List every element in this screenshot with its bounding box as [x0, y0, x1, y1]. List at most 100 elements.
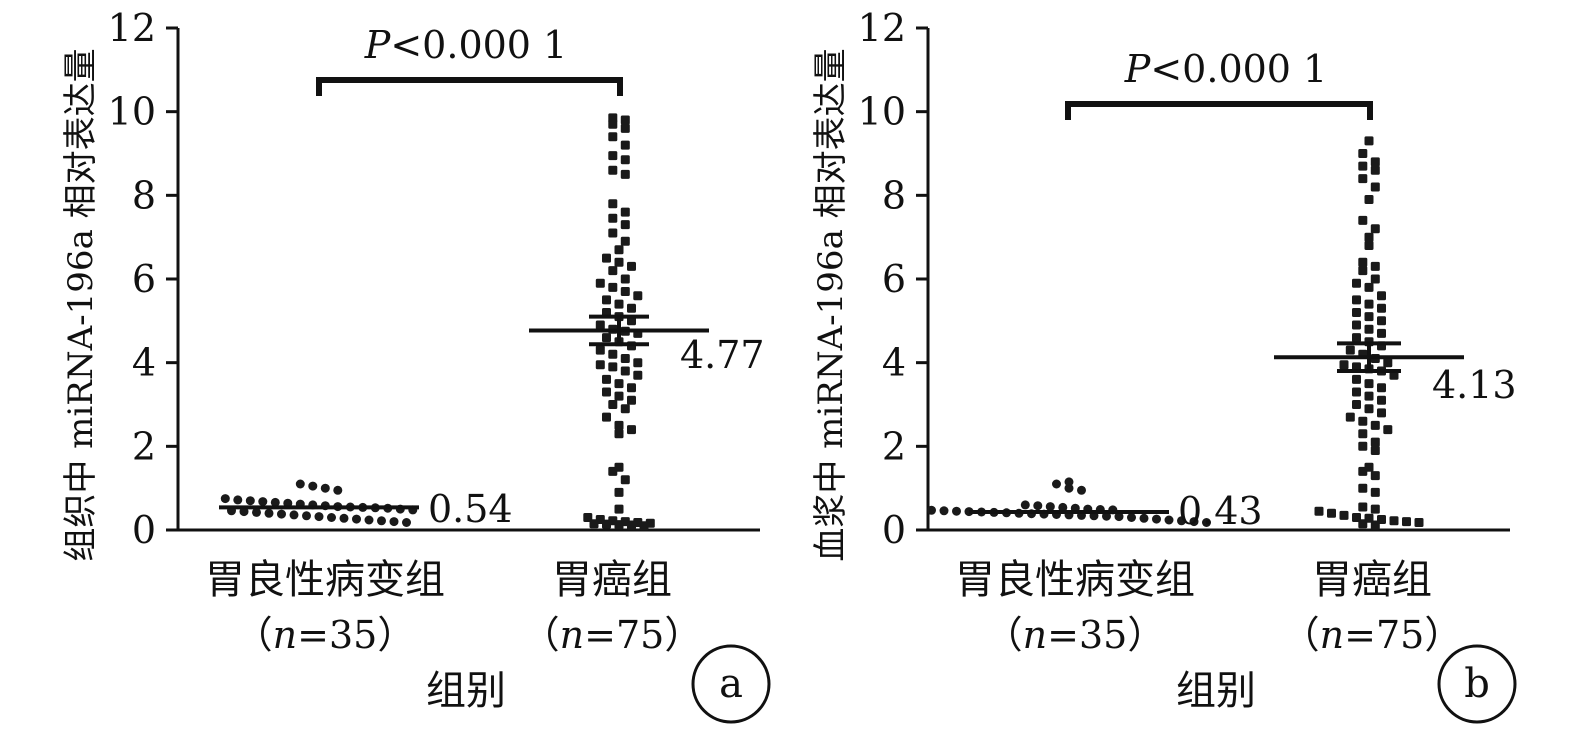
category-label-group-1: 胃良性病变组	[205, 557, 445, 603]
panel-b: 血浆中 miRNA-196a 相对表达量 0 2 4 6 8 10 12 P<0.000 1…	[811, 6, 1517, 724]
data-point	[614, 504, 624, 514]
data-point	[1139, 513, 1149, 523]
data-point	[264, 508, 274, 518]
data-point	[1364, 513, 1374, 523]
panel-letter-circle	[691, 644, 771, 724]
data-point	[1364, 282, 1374, 292]
data-point	[1339, 360, 1349, 370]
mean-label-group-2: 4.77	[680, 333, 765, 377]
data-point	[1383, 358, 1393, 368]
data-point	[1370, 274, 1380, 284]
sample-size-group-2: （n=75）	[1282, 613, 1463, 657]
mean-label-group-1: 0.43	[1178, 489, 1263, 533]
data-point	[1314, 506, 1324, 516]
data-point	[633, 291, 643, 301]
data-point	[627, 303, 636, 313]
y-tick-label: 6	[132, 257, 156, 301]
data-point	[1364, 391, 1374, 401]
data-point	[1352, 387, 1361, 397]
data-point	[1352, 295, 1361, 305]
sample-size-group-1: （n=35）	[235, 613, 416, 657]
data-point	[620, 404, 630, 414]
data-point	[320, 483, 330, 493]
data-point	[1202, 518, 1211, 527]
n-value: =75）	[584, 613, 702, 657]
data-point	[608, 362, 618, 372]
data-point	[620, 140, 630, 150]
sample-size-group-2: （n=75）	[522, 613, 703, 657]
data-point	[608, 282, 618, 292]
p-symbol: P	[1124, 47, 1152, 91]
data-point	[1364, 324, 1374, 334]
data-point	[620, 207, 630, 217]
panel-letter: b	[1464, 661, 1490, 707]
data-point	[1370, 487, 1380, 497]
data-point	[1358, 416, 1368, 426]
data-point	[620, 274, 630, 284]
data-point	[314, 512, 324, 522]
data-point	[1077, 485, 1086, 495]
data-point	[402, 518, 411, 527]
data-point	[1127, 513, 1136, 522]
data-point	[620, 517, 630, 527]
panel-letter-circle	[1437, 644, 1517, 724]
n-value: =35）	[297, 613, 415, 657]
data-point	[595, 360, 605, 370]
data-point	[1164, 515, 1174, 525]
data-point	[252, 507, 261, 517]
data-point	[1358, 502, 1368, 512]
data-point	[1352, 320, 1361, 330]
y-tick-label: 4	[882, 341, 906, 385]
data-point	[602, 295, 611, 305]
data-point	[1377, 328, 1386, 338]
data-point	[620, 115, 630, 125]
data-point	[608, 151, 618, 161]
data-point	[939, 506, 949, 516]
data-point	[1358, 174, 1368, 184]
data-point	[1364, 195, 1374, 204]
data-point	[1370, 224, 1380, 234]
data-point	[614, 462, 624, 472]
data-point	[620, 123, 630, 133]
data-point	[608, 516, 618, 526]
data-point	[627, 395, 636, 405]
data-point	[1052, 479, 1061, 489]
data-point	[614, 420, 624, 430]
data-point	[608, 400, 618, 409]
y-tick-label: 0	[882, 508, 906, 552]
data-point	[595, 515, 605, 524]
data-point	[1358, 257, 1368, 267]
data-point	[602, 253, 611, 263]
p-value: <0.000 1	[390, 23, 567, 67]
n-var: n	[1320, 613, 1344, 657]
data-point	[258, 497, 268, 507]
data-point	[1358, 149, 1368, 158]
y-axis-label: 血浆中 miRNA-196a 相对表达量	[811, 48, 851, 561]
data-point	[1364, 232, 1374, 242]
data-point	[1045, 502, 1055, 512]
data-point	[608, 132, 618, 142]
y-tick-labels: 0 2 4 6 8 10 12	[108, 6, 178, 552]
data-point	[614, 245, 624, 255]
data-point	[1377, 303, 1386, 313]
y-tick-label: 10	[858, 90, 906, 134]
data-point	[1364, 241, 1374, 250]
data-point	[608, 199, 618, 209]
data-point	[1352, 400, 1361, 409]
y-tick-label: 12	[108, 6, 156, 50]
data-point	[1358, 429, 1368, 439]
data-point	[1114, 512, 1124, 522]
panel-letter: a	[719, 661, 743, 707]
data-point	[1358, 161, 1368, 171]
data-point	[1189, 517, 1199, 527]
data-point	[602, 333, 611, 343]
data-point	[614, 257, 624, 267]
y-tick-label: 8	[882, 173, 906, 217]
data-point	[295, 479, 305, 489]
data-point	[1364, 312, 1374, 322]
data-point	[633, 358, 643, 368]
n-value: =75）	[1344, 613, 1462, 657]
data-point	[1377, 395, 1386, 405]
data-point	[620, 236, 630, 246]
data-point	[1345, 345, 1355, 355]
